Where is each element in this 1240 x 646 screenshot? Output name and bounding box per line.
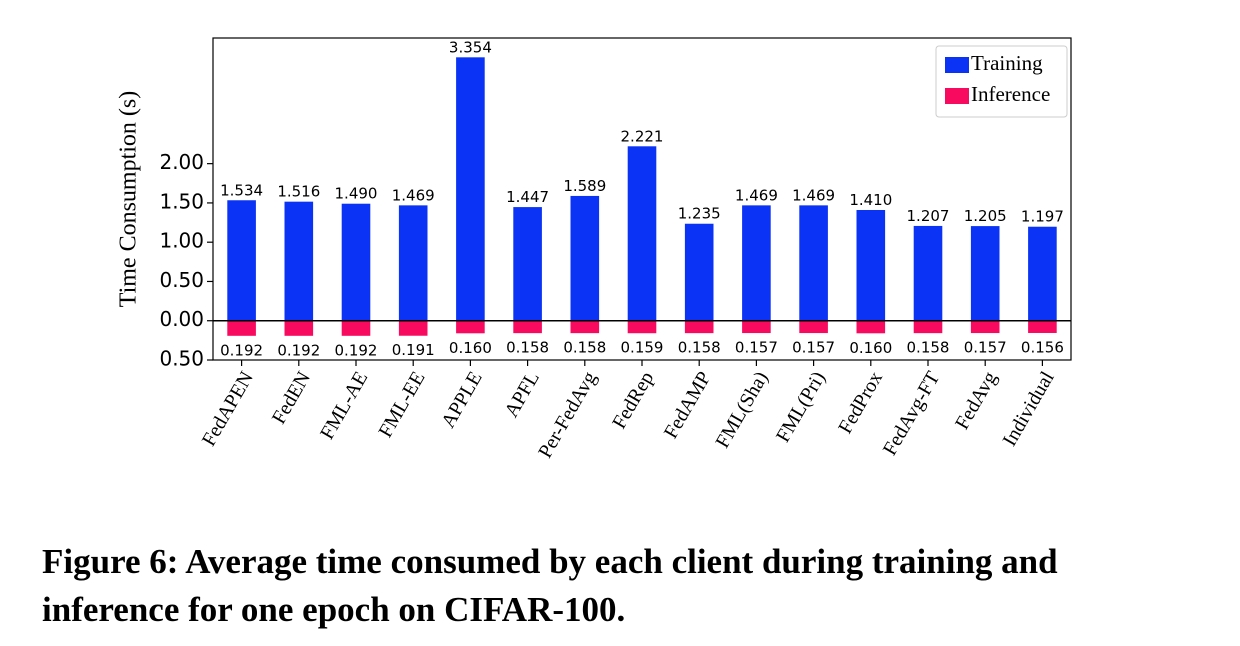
value-label: 2.221 <box>621 127 664 145</box>
value-label: 3.354 <box>449 38 492 56</box>
legend-swatch <box>945 88 969 104</box>
value-label: 0.157 <box>735 339 778 357</box>
legend-label: Training <box>971 51 1043 75</box>
value-label: 0.192 <box>220 341 263 359</box>
value-label: 1.490 <box>335 185 378 203</box>
bar <box>513 207 542 321</box>
bar <box>341 203 371 321</box>
legend-label: Inference <box>971 82 1050 106</box>
value-label: 1.410 <box>849 191 892 209</box>
bar <box>570 195 600 321</box>
value-label: 1.589 <box>563 177 606 195</box>
value-label: 0.158 <box>907 339 950 357</box>
x-tick-label: Per-FedAvg <box>534 368 601 462</box>
value-label: 1.197 <box>1021 208 1064 226</box>
bar <box>513 320 542 334</box>
value-label: 0.160 <box>849 339 892 357</box>
value-label: 0.159 <box>621 339 664 357</box>
x-tick-label: FedProx <box>834 368 887 438</box>
value-label: 0.192 <box>277 341 320 359</box>
x-tick-label: APFL <box>500 368 544 421</box>
y-tick-label: 0.50 <box>159 347 204 371</box>
bar <box>1028 320 1057 333</box>
value-label: 1.469 <box>392 186 435 204</box>
value-label: 0.158 <box>678 339 721 357</box>
bar <box>799 205 828 321</box>
bar <box>742 320 771 334</box>
value-label: 0.160 <box>449 339 492 357</box>
x-tick-label: FML(Sha) <box>711 368 772 452</box>
x-tick-label: FedAMP <box>660 368 716 443</box>
value-label: 0.156 <box>1021 338 1064 356</box>
x-tick-label: FedEN <box>268 368 315 428</box>
value-label: 1.447 <box>506 188 549 206</box>
value-label: 0.191 <box>392 341 435 359</box>
bar <box>398 320 428 336</box>
bar <box>684 223 714 321</box>
bar <box>456 57 485 321</box>
value-label: 0.157 <box>964 339 1007 357</box>
x-tick-label: APPLE <box>437 368 487 432</box>
value-label: 1.469 <box>735 186 778 204</box>
bar <box>970 226 1000 321</box>
x-tick-label: FML-AE <box>316 368 372 443</box>
value-label: 1.469 <box>792 186 835 204</box>
x-tick-label: FedAvg-FT <box>879 368 945 460</box>
value-label: 1.235 <box>678 205 721 223</box>
bar <box>284 320 314 336</box>
value-label: 1.534 <box>220 181 263 199</box>
bar <box>970 320 1000 334</box>
x-tick-label: FedAPEN <box>198 368 258 450</box>
bar <box>398 205 428 321</box>
value-label: 1.516 <box>277 183 320 201</box>
x-tick-label: Individual <box>999 367 1059 450</box>
bar <box>227 200 256 321</box>
y-tick-label: 0.00 <box>159 307 204 331</box>
value-label: 1.205 <box>964 207 1007 225</box>
bar <box>627 146 657 321</box>
y-tick-label: 0.50 <box>159 268 204 292</box>
legend-swatch <box>945 57 969 73</box>
x-tick-label: FedRep <box>608 368 658 433</box>
bar <box>1028 226 1057 321</box>
figure-caption: Figure 6: Average time consumed by each … <box>42 542 1058 629</box>
bar <box>684 320 714 334</box>
bar <box>856 209 886 321</box>
bar <box>856 320 886 334</box>
value-label: 0.158 <box>506 339 549 357</box>
y-axis-label: Time Consumption (s) <box>116 91 142 307</box>
bar <box>570 320 600 334</box>
x-tick-label: FedAvg <box>951 368 1002 434</box>
bar <box>227 320 256 336</box>
bar <box>742 205 771 321</box>
y-tick-label: 1.00 <box>159 229 204 253</box>
bar <box>284 201 314 321</box>
bar <box>913 225 943 321</box>
bar <box>627 320 657 334</box>
value-label: 1.207 <box>907 207 950 225</box>
bar <box>341 320 371 336</box>
y-tick-label: 2.00 <box>159 150 204 174</box>
bar <box>799 320 828 334</box>
value-label: 0.192 <box>335 341 378 359</box>
bar <box>456 320 485 334</box>
chart: Time Consumption (s) 0.50 0.00 0.50 1.00 1.5… <box>116 37 1072 462</box>
x-tick-label: FML(Pri) <box>772 368 830 446</box>
value-label: 0.157 <box>792 339 835 357</box>
y-tick-label: 1.50 <box>159 189 204 213</box>
x-tick-label: FML-EE <box>374 368 429 442</box>
value-label: 0.158 <box>563 339 606 357</box>
bar <box>913 320 943 334</box>
